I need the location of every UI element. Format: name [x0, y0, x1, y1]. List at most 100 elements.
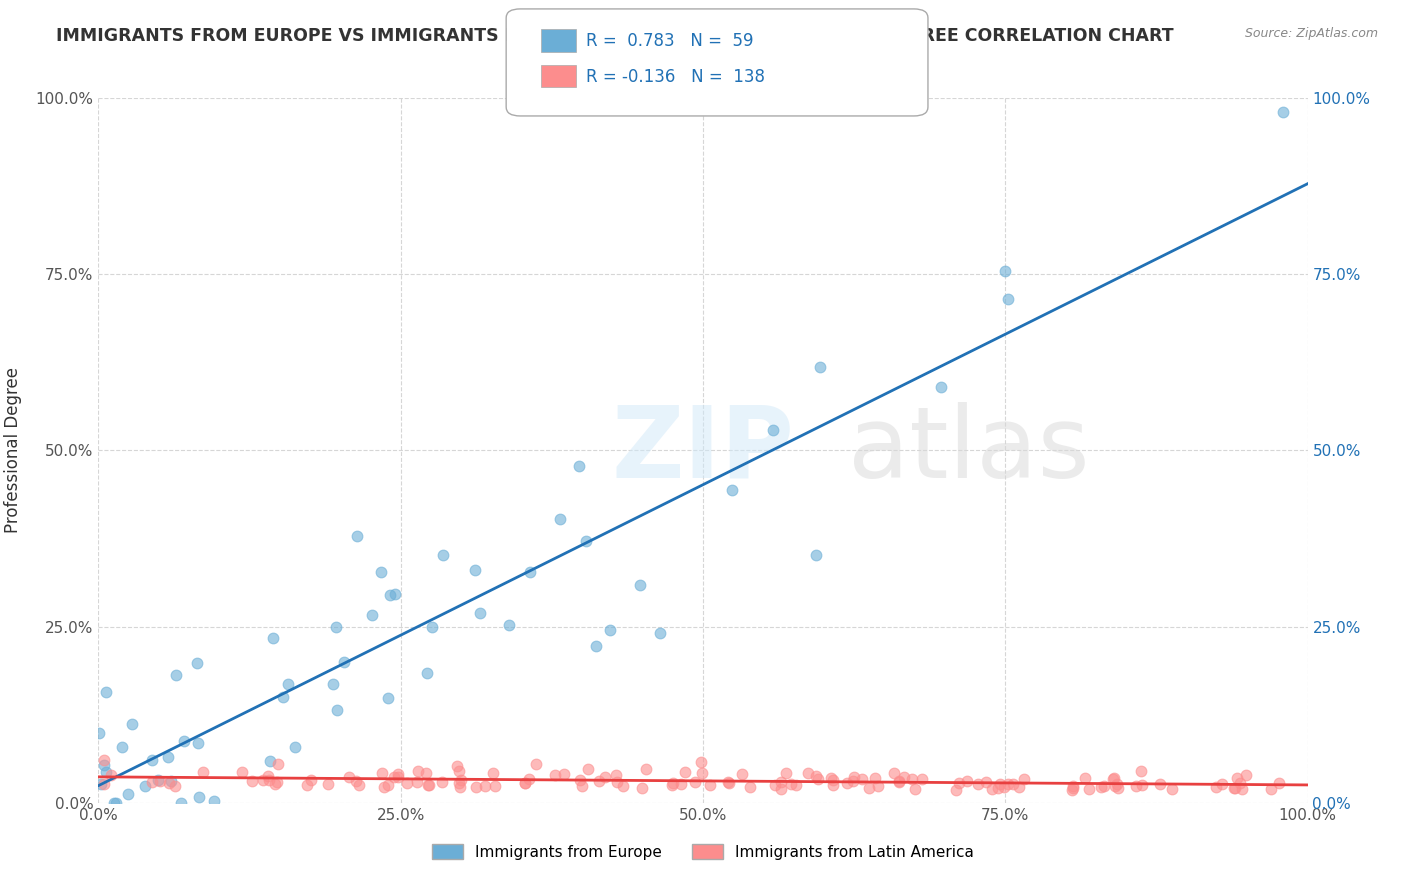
Point — [173, 734, 195, 748]
Point — [93, 753, 115, 767]
Point — [911, 772, 934, 786]
Text: IMMIGRANTS FROM EUROPE VS IMMIGRANTS FROM LATIN AMERICA PROFESSIONAL DEGREE CORR: IMMIGRANTS FROM EUROPE VS IMMIGRANTS FRO… — [56, 27, 1174, 45]
Point — [956, 774, 979, 789]
Point — [948, 775, 970, 789]
Point — [568, 458, 591, 473]
Point — [903, 782, 925, 797]
Point — [449, 775, 471, 789]
Point — [842, 773, 865, 788]
Point — [90, 777, 112, 791]
Point — [134, 779, 156, 793]
Point — [325, 703, 347, 717]
Point — [449, 764, 471, 778]
Point — [202, 794, 225, 808]
Point — [1226, 771, 1249, 785]
Point — [418, 778, 440, 792]
Point — [370, 565, 392, 579]
Point — [387, 767, 409, 781]
Point — [574, 534, 596, 549]
Point — [981, 782, 1004, 797]
Point — [648, 626, 671, 640]
Point — [373, 780, 395, 794]
Point — [1008, 780, 1031, 794]
Point — [806, 548, 828, 562]
Point — [1104, 779, 1126, 793]
Point — [498, 617, 520, 632]
Point — [277, 677, 299, 691]
Point — [1272, 105, 1295, 120]
Point — [240, 773, 263, 788]
Point — [1102, 771, 1125, 785]
Point — [263, 777, 285, 791]
Point — [599, 623, 621, 637]
Point — [432, 548, 454, 562]
Point — [464, 563, 486, 577]
Point — [717, 775, 740, 789]
Point — [997, 292, 1019, 306]
Point — [775, 766, 797, 780]
Point — [717, 775, 740, 789]
Point — [94, 765, 117, 780]
Point — [163, 779, 186, 793]
Point — [484, 779, 506, 793]
Point — [807, 772, 830, 787]
Point — [191, 764, 214, 779]
Point — [699, 778, 721, 792]
Point — [820, 771, 842, 785]
Point — [588, 774, 610, 789]
Point — [823, 778, 845, 792]
Point — [974, 775, 997, 789]
Point — [1062, 780, 1084, 795]
Point — [628, 578, 651, 592]
Point — [967, 777, 990, 791]
Point — [883, 766, 905, 780]
Point — [519, 565, 541, 579]
Point — [634, 763, 657, 777]
Point — [887, 775, 910, 789]
Point — [576, 762, 599, 776]
Point — [612, 779, 634, 793]
Text: atlas: atlas — [848, 402, 1090, 499]
Point — [1090, 780, 1112, 795]
Point — [1125, 779, 1147, 793]
Point — [322, 677, 344, 691]
Point — [785, 778, 807, 792]
Point — [994, 264, 1017, 278]
Point — [418, 778, 440, 792]
Text: Source: ZipAtlas.com: Source: ZipAtlas.com — [1244, 27, 1378, 40]
Point — [661, 778, 683, 792]
Point — [1129, 764, 1152, 778]
Point — [93, 758, 115, 772]
Point — [1130, 778, 1153, 792]
Point — [993, 780, 1015, 795]
Point — [149, 773, 172, 788]
Point — [553, 767, 575, 781]
Point — [266, 775, 288, 789]
Point — [929, 380, 952, 394]
Point — [1230, 782, 1253, 797]
Point — [866, 779, 889, 793]
Point — [893, 770, 915, 784]
Point — [100, 768, 122, 782]
Point — [333, 655, 356, 669]
Point — [524, 756, 547, 771]
Point — [406, 764, 429, 779]
Point — [1149, 777, 1171, 791]
Point — [1160, 782, 1182, 797]
Point — [689, 755, 711, 769]
Point — [325, 620, 347, 634]
Point — [450, 772, 472, 787]
Point — [544, 767, 567, 781]
Point — [987, 780, 1010, 795]
Point — [87, 726, 110, 740]
Point — [1094, 779, 1116, 793]
Point — [515, 775, 537, 789]
Point — [481, 766, 503, 780]
Point — [165, 668, 187, 682]
Point — [517, 772, 540, 786]
Point — [683, 775, 706, 789]
Point — [997, 777, 1019, 791]
Point — [804, 769, 827, 783]
Point — [797, 765, 820, 780]
Point — [377, 690, 399, 705]
